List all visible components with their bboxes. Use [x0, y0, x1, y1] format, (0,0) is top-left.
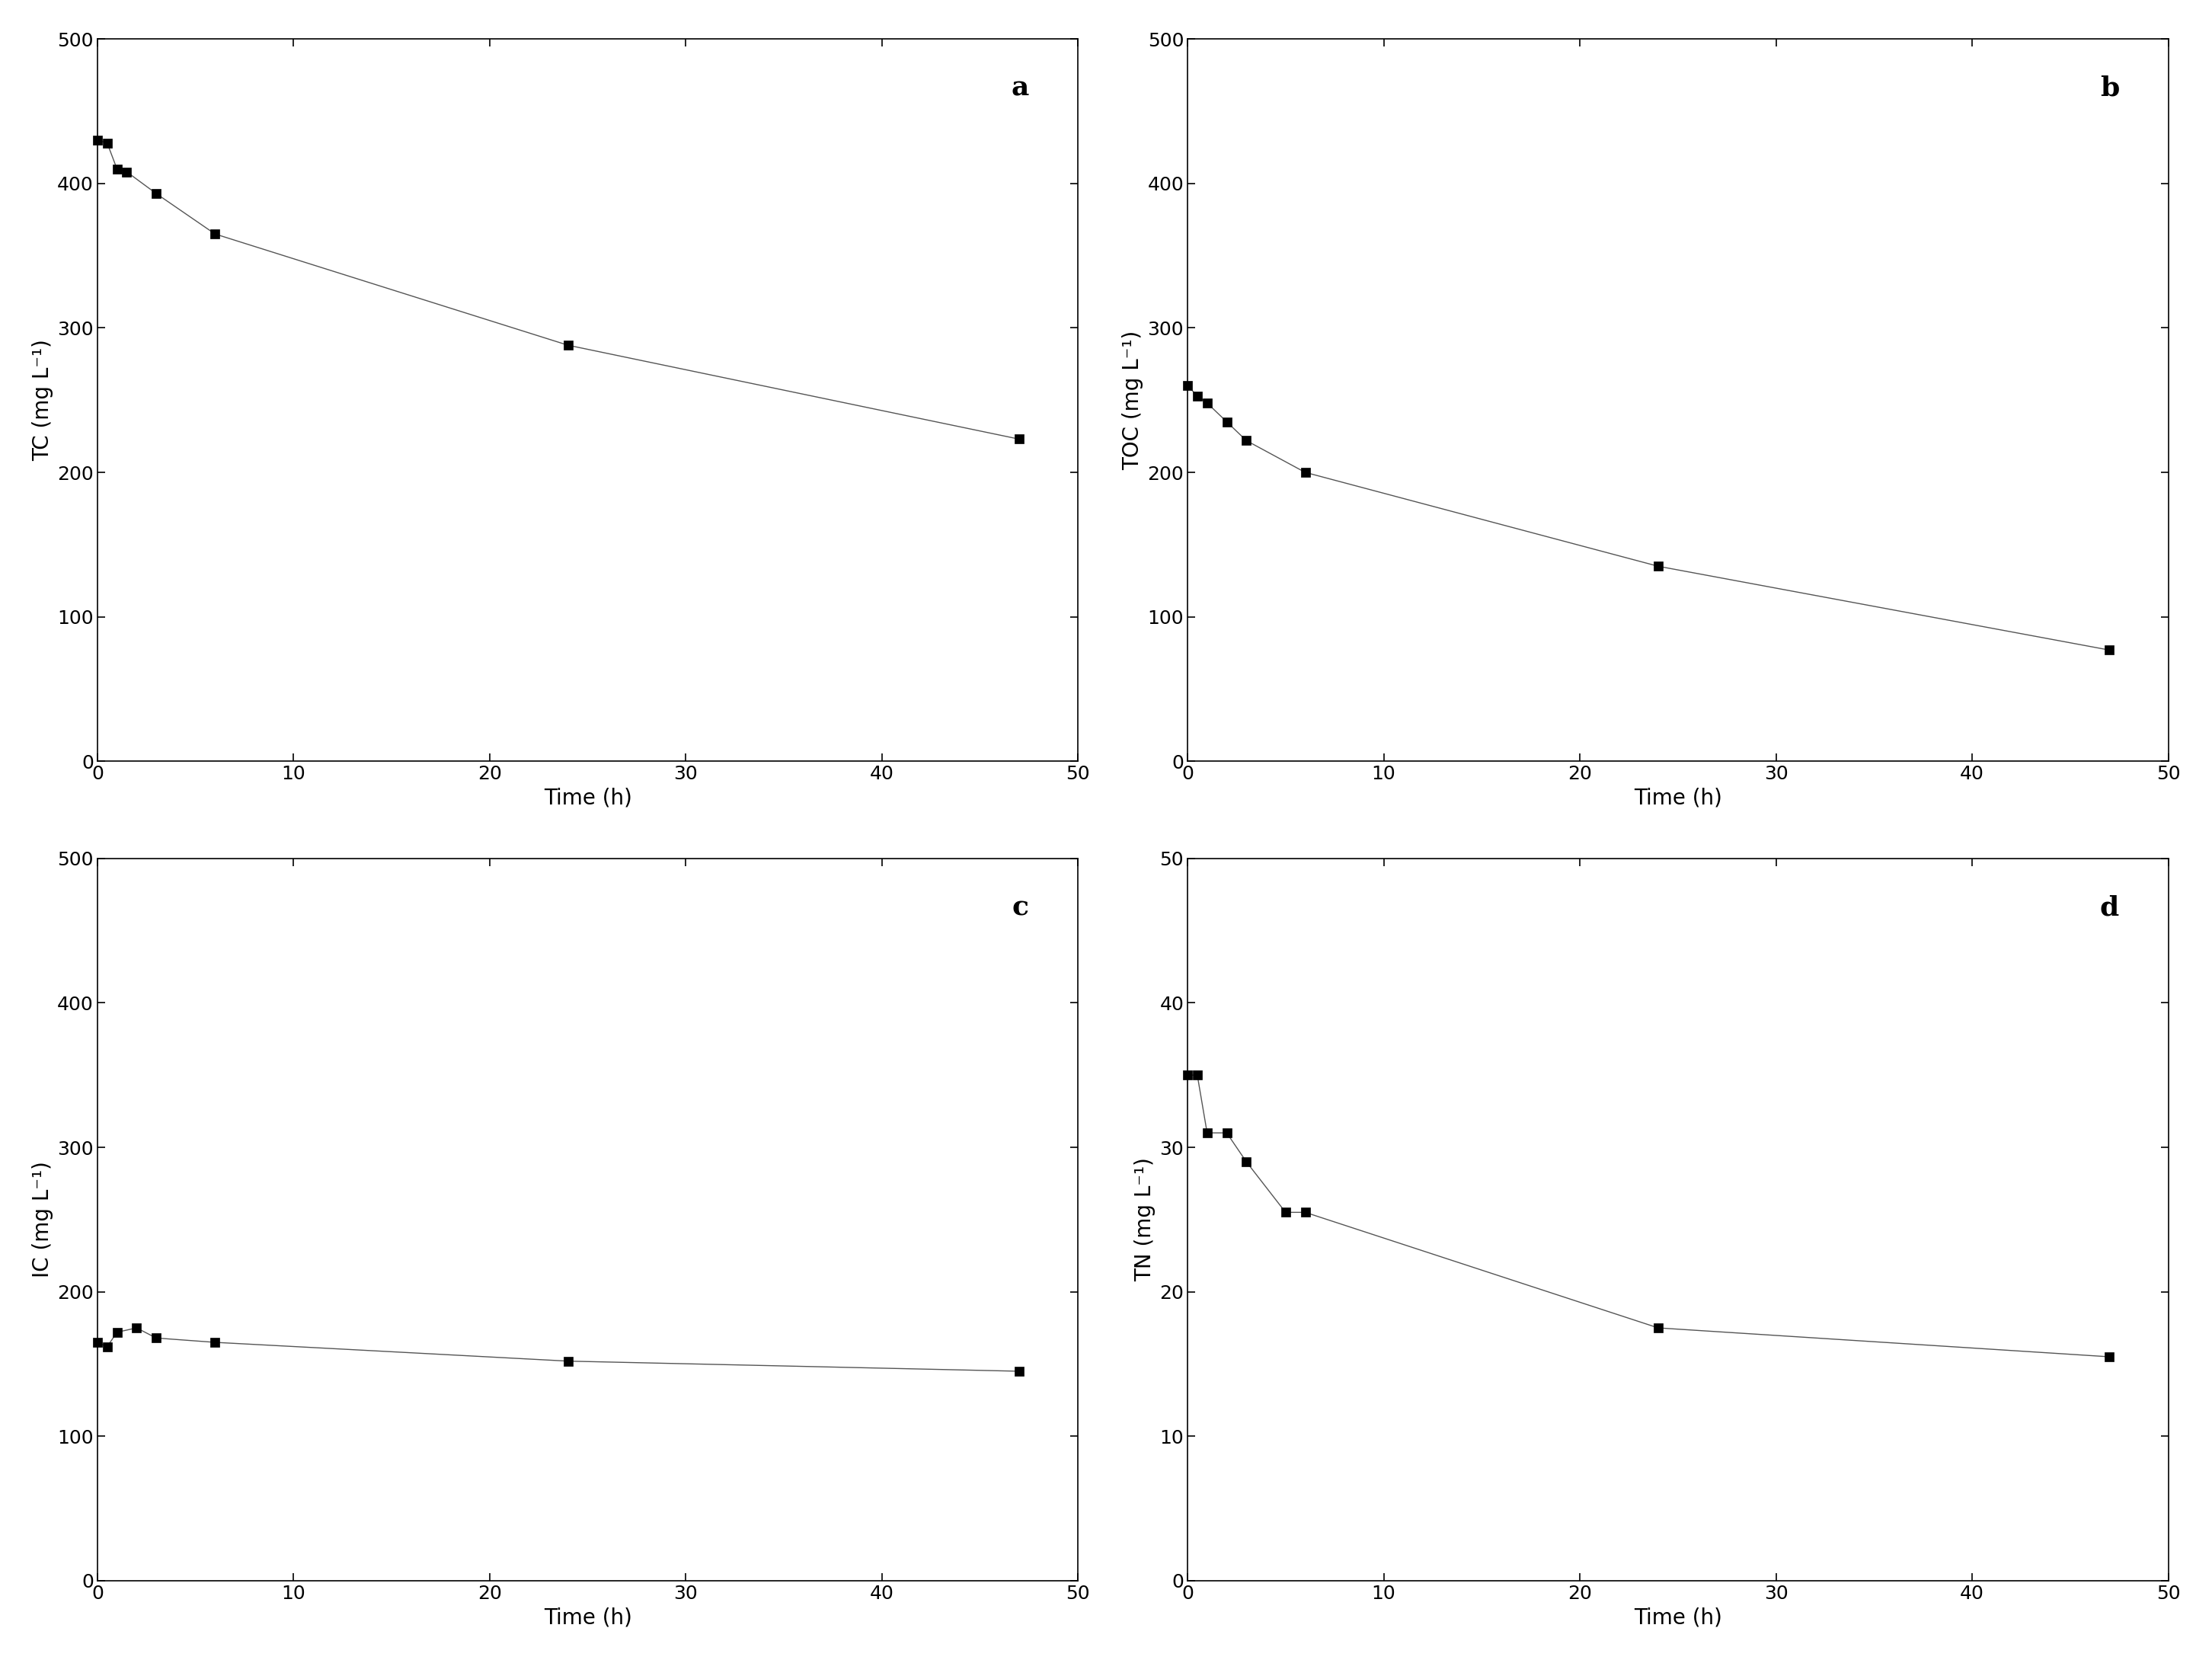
Text: d: d	[2099, 895, 2119, 920]
X-axis label: Time (h): Time (h)	[1635, 787, 1721, 808]
Text: b: b	[2099, 75, 2119, 101]
X-axis label: Time (h): Time (h)	[544, 1607, 633, 1628]
Y-axis label: IC (mg L⁻¹): IC (mg L⁻¹)	[31, 1162, 53, 1278]
Y-axis label: TC (mg L⁻¹): TC (mg L⁻¹)	[31, 339, 53, 461]
Text: c: c	[1013, 895, 1029, 920]
Text: a: a	[1011, 75, 1029, 101]
X-axis label: Time (h): Time (h)	[544, 787, 633, 808]
Y-axis label: TN (mg L⁻¹): TN (mg L⁻¹)	[1135, 1157, 1155, 1282]
Y-axis label: TOC (mg L⁻¹): TOC (mg L⁻¹)	[1121, 330, 1144, 470]
X-axis label: Time (h): Time (h)	[1635, 1607, 1721, 1628]
